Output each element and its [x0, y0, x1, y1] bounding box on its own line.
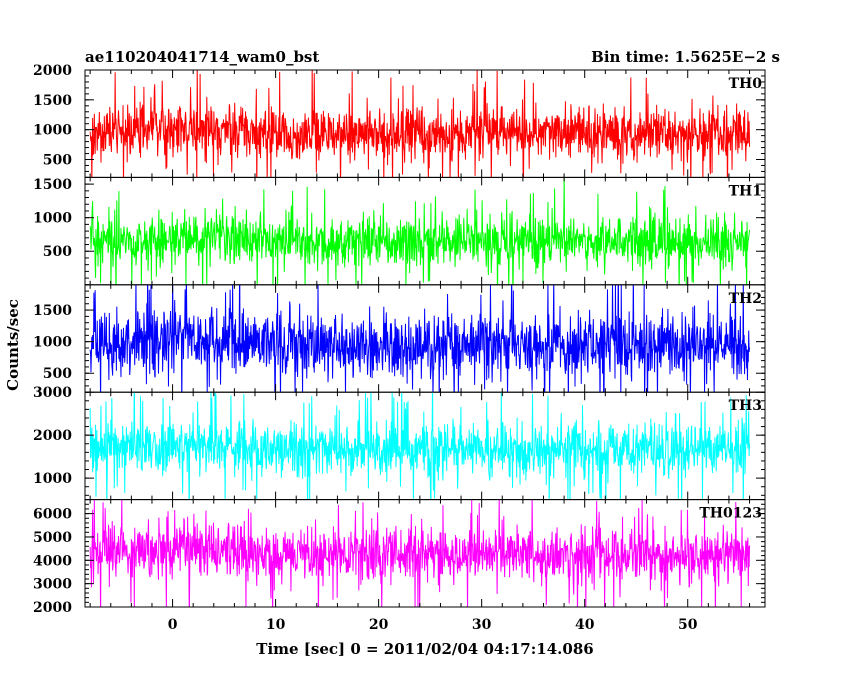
- y-tick-label: 1500: [33, 93, 72, 109]
- y-tick-label: 1000: [33, 335, 72, 351]
- y-axis-title: Counts/sec: [4, 299, 22, 391]
- panel-label: TH1: [729, 183, 762, 199]
- x-tick-label: 40: [575, 617, 595, 633]
- x-tick-label: 30: [472, 617, 492, 633]
- y-tick-label: 3000: [33, 577, 72, 593]
- series-line-th0: [89, 70, 751, 178]
- y-tick-label: 1000: [33, 471, 72, 487]
- y-tick-label: 1500: [33, 177, 72, 193]
- y-tick-label: 6000: [33, 507, 72, 523]
- x-tick-label: 10: [266, 617, 286, 633]
- panel-label: TH0: [729, 76, 763, 92]
- panel-th2: 500 1000 1500 TH2: [33, 284, 766, 393]
- x-axis: 0 10 20 30 40 50: [168, 617, 698, 633]
- panel-th0123: 2000 3000 4000 5000 6000 TH0123: [33, 499, 766, 616]
- x-tick-label: 50: [678, 617, 698, 633]
- y-tick-label: 4000: [33, 553, 72, 569]
- panel-label: TH0123: [699, 506, 762, 522]
- y-tick-label: 2000: [33, 428, 72, 444]
- x-tick-label: 20: [369, 617, 389, 633]
- y-tick-label: 500: [43, 366, 72, 382]
- y-tick-label: 2000: [33, 600, 72, 616]
- series-line-th3: [89, 392, 751, 500]
- y-tick-label: 5000: [33, 530, 72, 546]
- series-line-th0123: [89, 499, 751, 608]
- y-tick-label: 1000: [33, 123, 72, 139]
- panel-label: TH3: [729, 398, 762, 414]
- y-tick-label: 500: [43, 244, 72, 260]
- figure-title: ae110204041714_wam0_bst: [85, 48, 319, 66]
- x-tick-label: 0: [168, 617, 178, 633]
- panel-th3: 1000 2000 3000 TH3: [33, 385, 766, 501]
- y-tick-label: 3000: [33, 385, 72, 401]
- y-tick-label: 1000: [33, 211, 72, 227]
- y-tick-label: 500: [43, 153, 72, 169]
- series-line-th2: [89, 284, 751, 393]
- bin-time-label: Bin time: 1.5625E−2 s: [591, 48, 780, 66]
- series-line-th1: [89, 177, 751, 285]
- panel-label: TH2: [729, 291, 762, 307]
- y-tick-label: 1500: [33, 303, 72, 319]
- panel-frame: [84, 499, 766, 608]
- x-axis-title: Time [sec] 0 = 2011/02/04 04:17:14.086: [256, 640, 593, 658]
- y-tick-label: 2000: [33, 63, 72, 79]
